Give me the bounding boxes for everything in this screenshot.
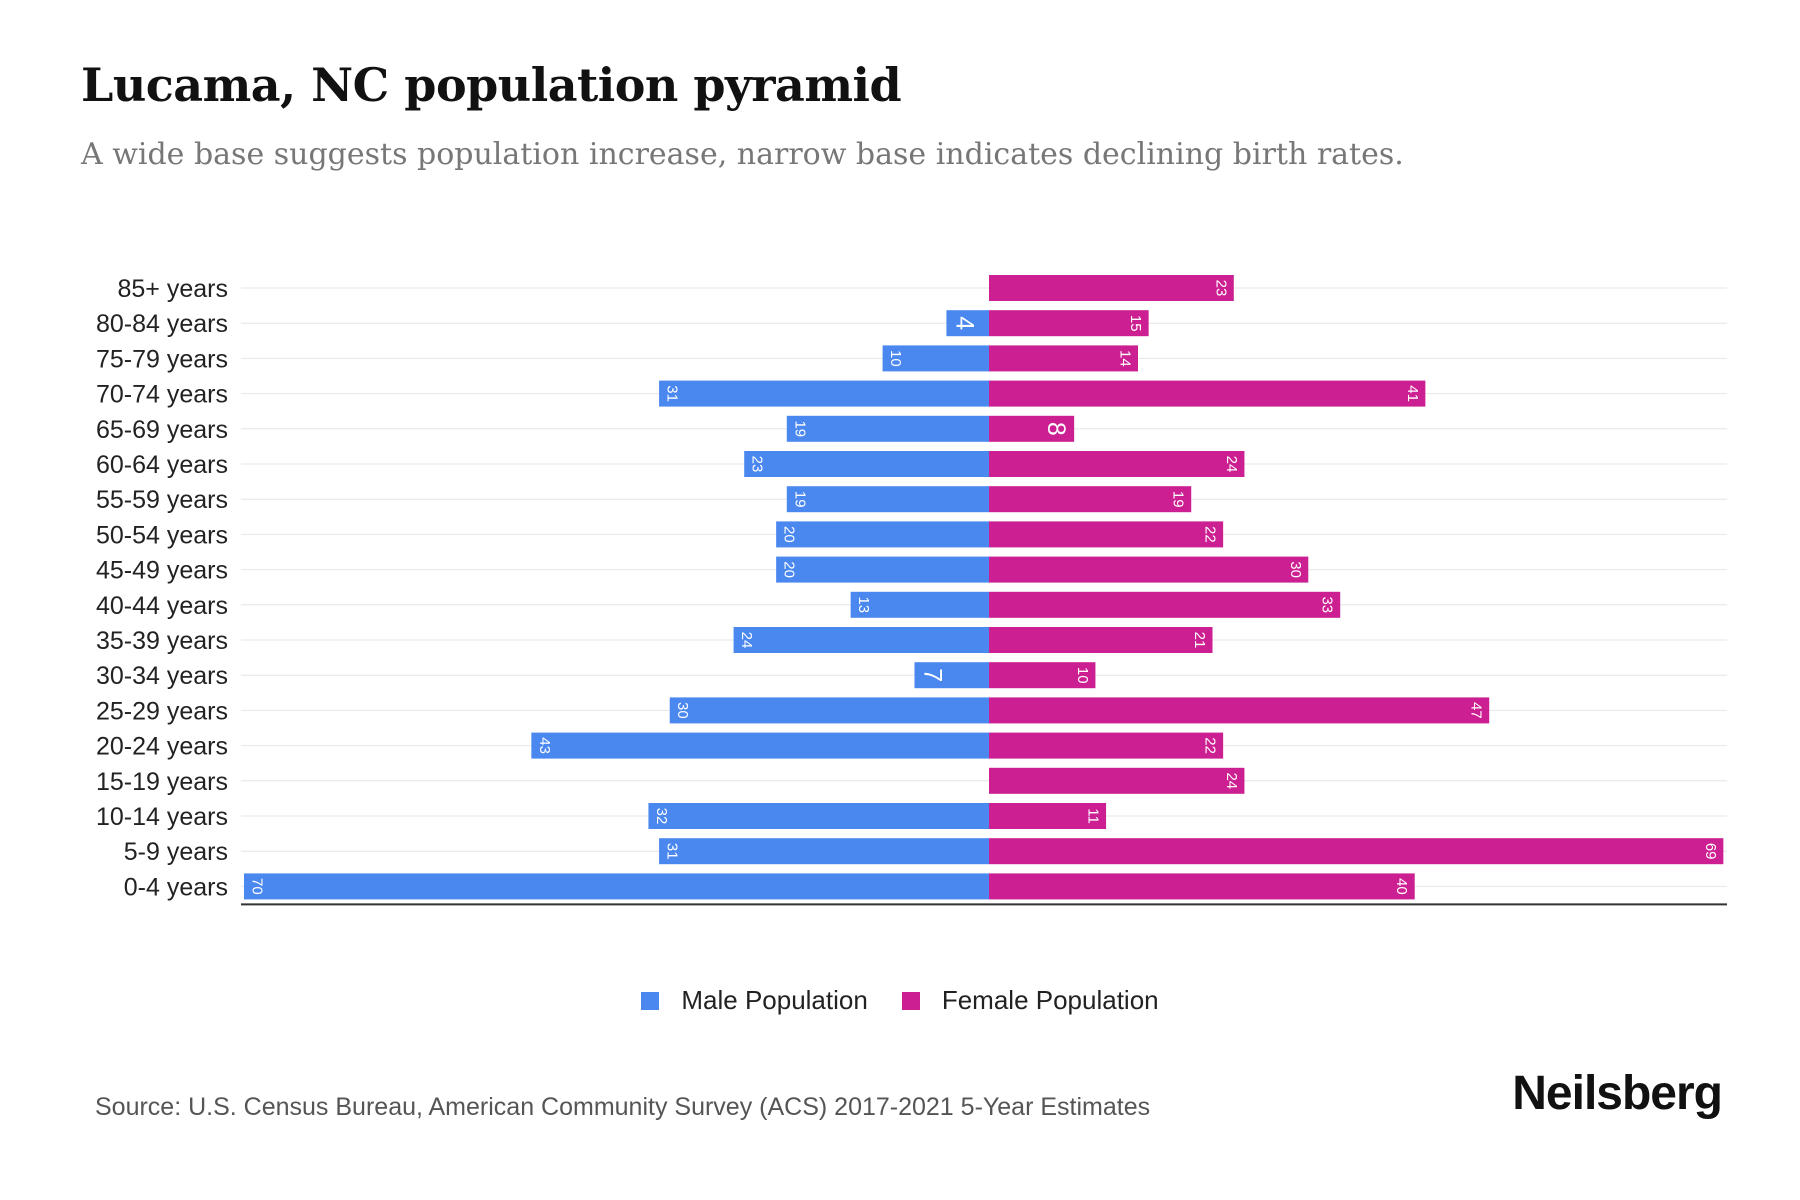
bar-male (946, 310, 989, 337)
bar-female (989, 451, 1245, 477)
data-label-female: 10 (1074, 667, 1091, 684)
category-label: 60-64 years (96, 451, 228, 479)
category-label: 85+ years (118, 275, 229, 303)
bar-male (786, 486, 989, 513)
data-label-male: 20 (781, 561, 798, 578)
data-label-female: 41 (1404, 385, 1421, 402)
data-label-female: 15 (1127, 315, 1144, 332)
data-label-female: 40 (1393, 878, 1410, 895)
category-label: 0-4 years (124, 873, 228, 901)
data-label-female: 14 (1117, 350, 1134, 367)
legend-swatch-female (901, 991, 920, 1010)
category-label: 50-54 years (96, 521, 228, 549)
bar-female (989, 732, 1224, 759)
category-label: 55-59 years (96, 486, 228, 514)
category-label: 10-14 years (96, 803, 228, 831)
data-label-female: 19 (1170, 491, 1187, 508)
data-label-female: 21 (1191, 632, 1208, 649)
bar-female (989, 415, 1075, 442)
legend-label-female: Female Population (941, 985, 1159, 1015)
bar-male (531, 732, 989, 759)
data-label-male: 13 (855, 596, 872, 613)
data-label-male: 32 (653, 808, 670, 825)
bar-female (989, 275, 1234, 301)
bar-female (989, 767, 1245, 794)
data-label-female: 22 (1202, 526, 1219, 543)
data-label-female: 33 (1319, 596, 1336, 613)
bar-male (244, 873, 989, 900)
population-pyramid-chart: 85+ years 23 80-84 years 4 15 75-79 years 10 14… (96, 275, 1727, 906)
data-label-female: 22 (1202, 737, 1219, 754)
category-label: 45-49 years (96, 557, 228, 585)
category-label: 65-69 years (96, 416, 228, 444)
data-label-male: 7 (919, 668, 947, 682)
data-label-male: 31 (664, 843, 681, 860)
data-label-female: 8 (1042, 422, 1070, 436)
bar-female (989, 838, 1724, 865)
data-label-female: 69 (1702, 843, 1719, 860)
bar-male (648, 803, 989, 829)
bar-male (850, 591, 989, 618)
data-label-female: 11 (1085, 808, 1102, 824)
category-label: 5-9 years (124, 838, 228, 866)
legend-item-male: Male Population (641, 985, 868, 1016)
category-label: 25-29 years (96, 697, 228, 725)
bar-female (989, 521, 1224, 548)
data-label-male: 23 (749, 456, 766, 473)
category-label: 35-39 years (96, 627, 228, 655)
category-label: 70-74 years (96, 381, 228, 409)
bar-male (744, 451, 989, 477)
bar-male (882, 345, 989, 372)
category-label: 30-34 years (96, 662, 228, 690)
bar-male (776, 521, 989, 548)
data-label-male: 31 (664, 385, 681, 402)
chart-subtitle: A wide base suggests population increase… (81, 137, 1404, 172)
bar-male (914, 662, 989, 689)
category-label: 15-19 years (96, 768, 228, 796)
data-label-male: 43 (536, 737, 553, 754)
bar-female (989, 627, 1213, 653)
data-label-male: 19 (791, 491, 808, 508)
chart-legend: Male Population Female Population (0, 985, 1800, 1016)
data-label-female: 47 (1468, 702, 1485, 719)
legend-swatch-male (641, 991, 660, 1010)
bar-male (669, 697, 989, 724)
data-label-male: 10 (887, 350, 904, 367)
bar-female (989, 697, 1490, 724)
bar-male (776, 556, 989, 583)
data-label-male: 19 (791, 420, 808, 437)
bar-male (786, 415, 989, 442)
brand-logo: Neilsberg (1512, 1067, 1723, 1120)
bar-female (989, 591, 1341, 618)
data-label-female: 24 (1223, 772, 1240, 789)
data-label-male: 20 (781, 526, 798, 543)
data-label-male: 4 (950, 316, 978, 330)
data-label-male: 30 (674, 702, 691, 719)
data-label-female: 30 (1287, 561, 1304, 578)
bar-female (989, 345, 1138, 372)
bar-female (989, 486, 1192, 513)
legend-label-male: Male Population (681, 985, 868, 1015)
bar-female (989, 556, 1309, 583)
category-label: 40-44 years (96, 592, 228, 620)
data-label-female: 23 (1212, 280, 1229, 297)
bar-female (989, 380, 1426, 407)
data-label-male: 24 (738, 632, 755, 649)
category-label: 20-24 years (96, 733, 228, 761)
category-label: 75-79 years (96, 345, 228, 373)
data-label-female: 24 (1223, 456, 1240, 473)
bar-female (989, 310, 1149, 337)
chart-title: Lucama, NC population pyramid (81, 58, 902, 112)
bar-female (989, 803, 1107, 829)
bar-male (659, 838, 989, 865)
legend-item-female: Female Population (901, 985, 1159, 1016)
bar-female (989, 662, 1096, 689)
bar-male (659, 380, 989, 407)
bar-male (733, 627, 989, 653)
category-label: 80-84 years (96, 310, 228, 338)
data-label-male: 70 (249, 878, 266, 895)
source-note: Source: U.S. Census Bureau, American Com… (95, 1093, 1151, 1121)
bar-female (989, 873, 1415, 900)
